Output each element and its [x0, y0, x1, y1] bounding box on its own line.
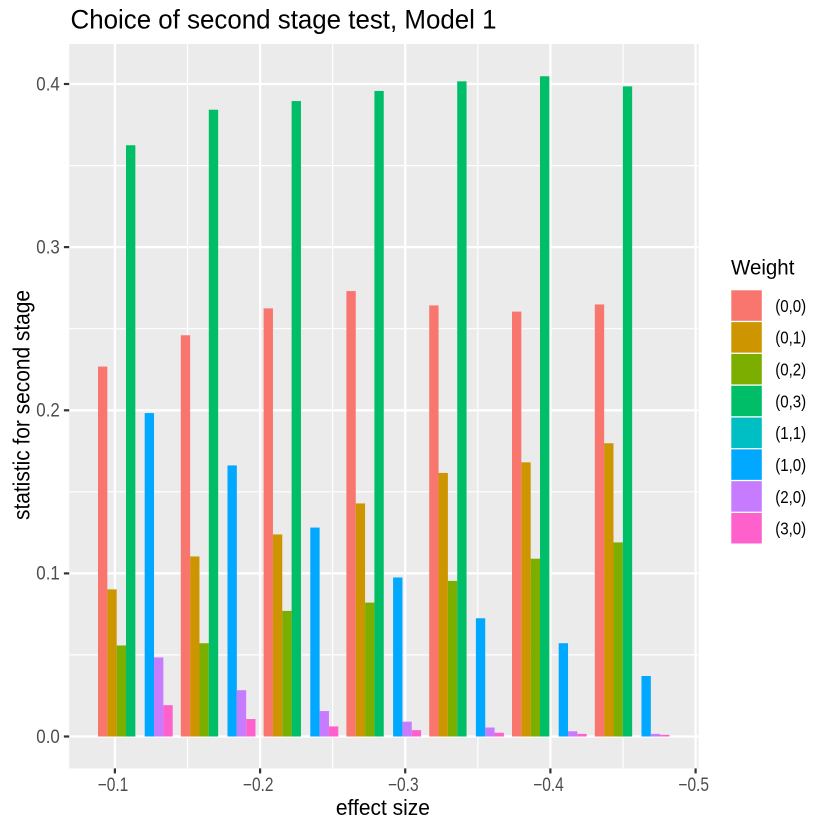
svg-text:(1,0): (1,0) [775, 455, 806, 475]
svg-text:−0.5: −0.5 [678, 775, 709, 796]
svg-text:0.2: 0.2 [36, 401, 60, 422]
svg-text:0.0: 0.0 [36, 727, 60, 748]
svg-text:−0.1: −0.1 [98, 775, 129, 796]
svg-text:(0,0): (0,0) [775, 296, 806, 316]
svg-text:effect size: effect size [336, 795, 430, 820]
svg-text:Weight: Weight [731, 256, 795, 279]
svg-text:statistic for second stage: statistic for second stage [9, 290, 35, 520]
svg-text:−0.2: −0.2 [243, 775, 274, 796]
svg-text:(0,3): (0,3) [775, 391, 806, 411]
svg-text:(0,2): (0,2) [775, 360, 806, 380]
svg-text:(0,1): (0,1) [775, 328, 806, 348]
svg-text:(3,0): (3,0) [775, 519, 806, 539]
svg-text:0.1: 0.1 [36, 564, 60, 585]
svg-text:(2,0): (2,0) [775, 487, 806, 507]
svg-text:Choice of second stage test, M: Choice of second stage test, Model 1 [71, 4, 497, 34]
svg-text:0.4: 0.4 [36, 74, 60, 95]
svg-text:−0.3: −0.3 [388, 775, 419, 796]
svg-text:−0.4: −0.4 [533, 775, 564, 796]
svg-text:(1,1): (1,1) [775, 423, 806, 443]
svg-text:0.3: 0.3 [36, 237, 60, 258]
